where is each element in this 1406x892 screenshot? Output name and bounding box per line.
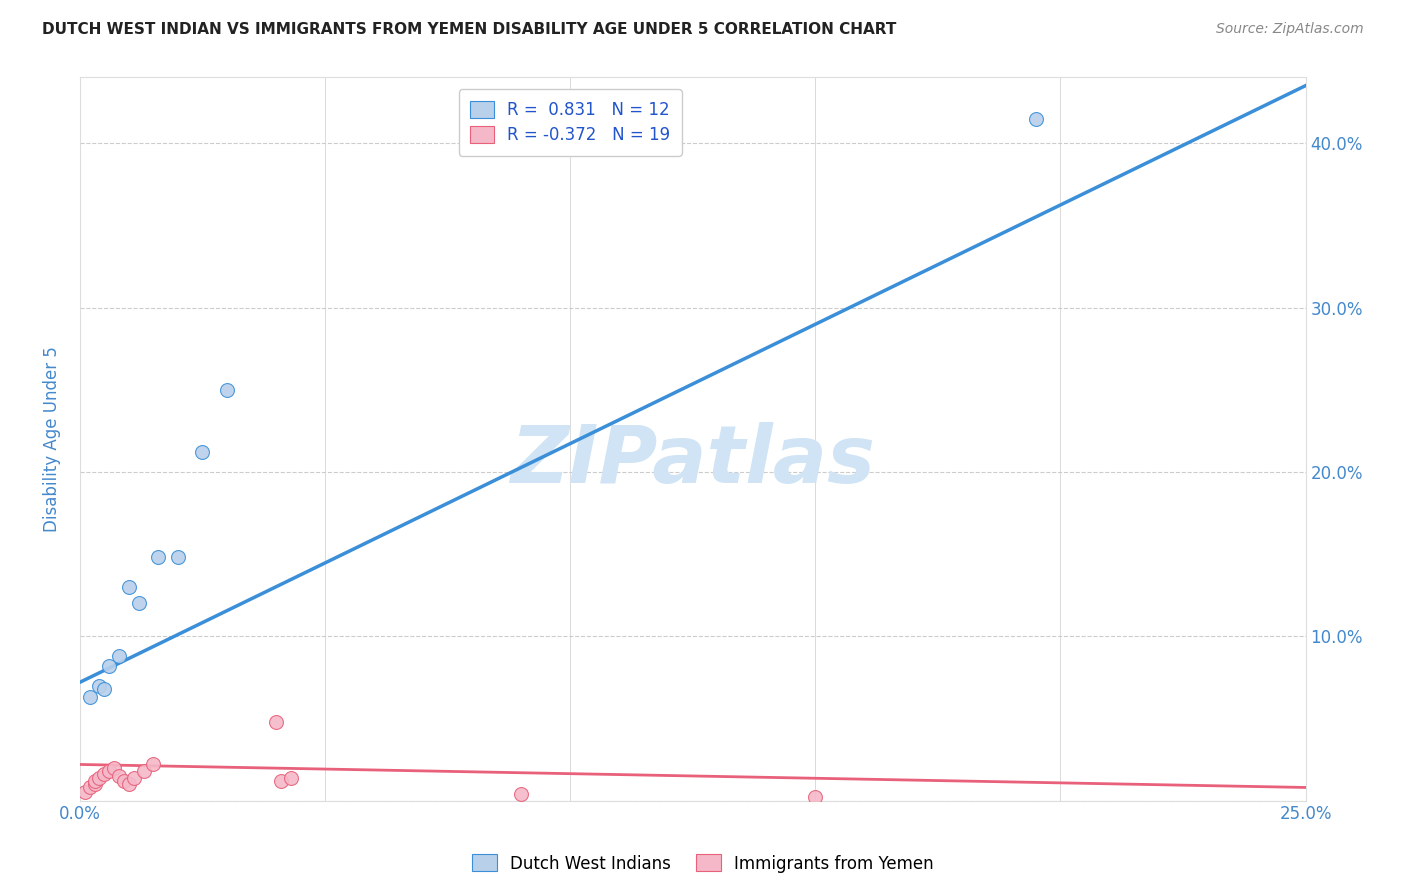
- Point: [93, 767, 115, 781]
- Point: [83, 777, 105, 791]
- Point: [89, 771, 111, 785]
- Legend: Dutch West Indians, Immigrants from Yemen: Dutch West Indians, Immigrants from Yeme…: [465, 847, 941, 880]
- Point: [142, 757, 165, 772]
- Point: [93, 681, 115, 696]
- Point: [510, 787, 533, 801]
- Point: [804, 790, 827, 805]
- Point: [270, 773, 292, 788]
- Text: Source: ZipAtlas.com: Source: ZipAtlas.com: [1216, 22, 1364, 37]
- Point: [264, 714, 287, 729]
- Point: [148, 550, 170, 565]
- Point: [191, 445, 214, 459]
- Text: DUTCH WEST INDIAN VS IMMIGRANTS FROM YEMEN DISABILITY AGE UNDER 5 CORRELATION CH: DUTCH WEST INDIAN VS IMMIGRANTS FROM YEM…: [42, 22, 897, 37]
- Point: [98, 658, 121, 673]
- Point: [1025, 112, 1047, 126]
- Point: [132, 764, 155, 778]
- Point: [83, 773, 105, 788]
- Point: [118, 777, 141, 791]
- Y-axis label: Disability Age Under 5: Disability Age Under 5: [44, 346, 60, 532]
- Point: [128, 596, 150, 610]
- Point: [112, 773, 135, 788]
- Point: [103, 761, 125, 775]
- Text: ZIPatlas: ZIPatlas: [510, 422, 875, 500]
- Point: [118, 580, 141, 594]
- Point: [79, 780, 101, 795]
- Point: [73, 785, 96, 799]
- Legend: R =  0.831   N = 12, R = -0.372   N = 19: R = 0.831 N = 12, R = -0.372 N = 19: [458, 89, 682, 156]
- Point: [108, 769, 131, 783]
- Point: [98, 764, 121, 778]
- Point: [122, 771, 145, 785]
- Point: [167, 550, 190, 565]
- Point: [280, 771, 302, 785]
- Point: [215, 383, 238, 397]
- Point: [79, 690, 101, 704]
- Point: [89, 679, 111, 693]
- Point: [108, 648, 131, 663]
